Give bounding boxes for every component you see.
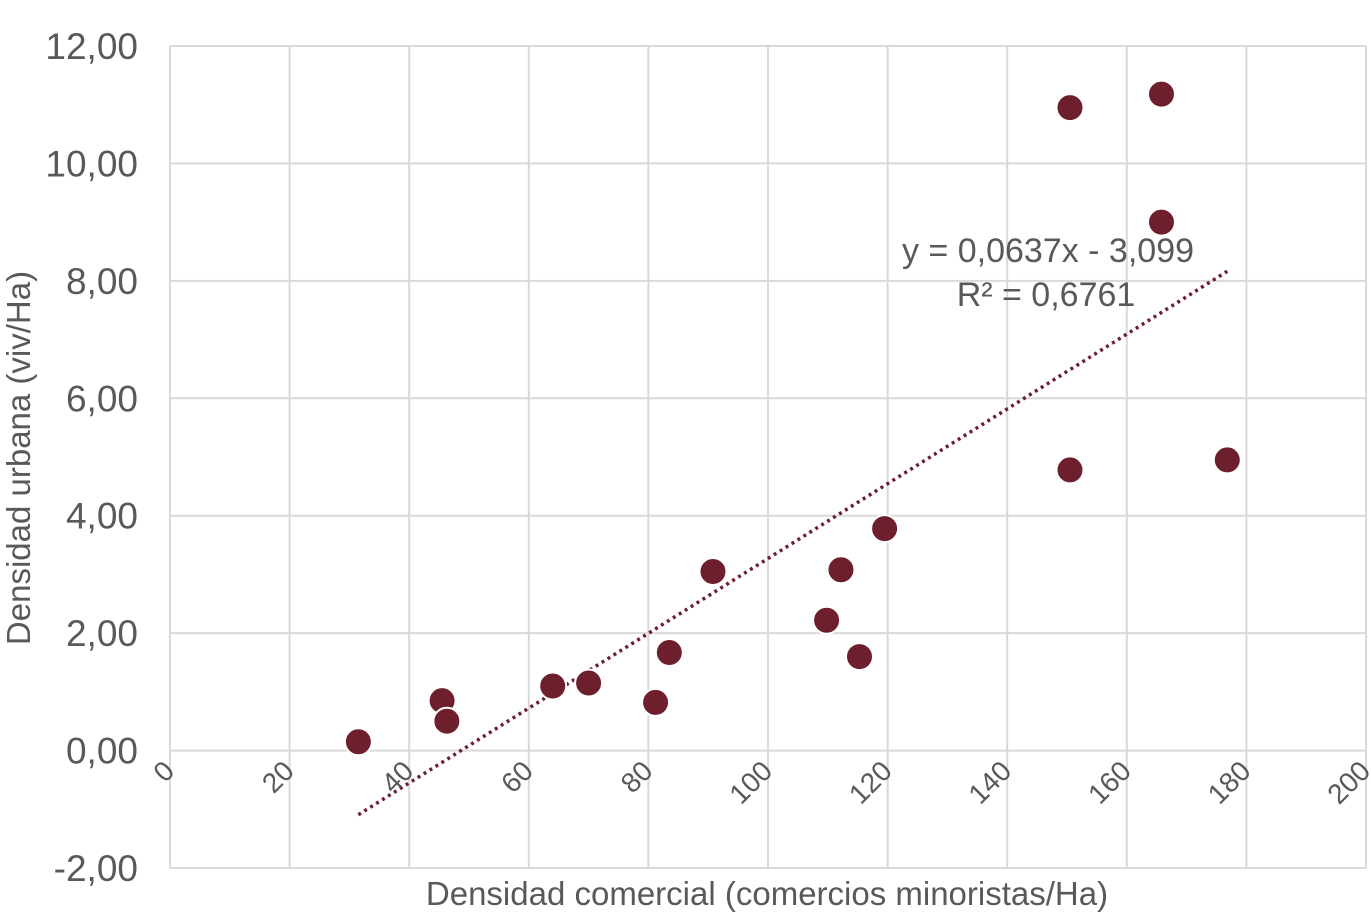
y-tick-label: 6,00 <box>66 378 138 419</box>
data-point <box>432 706 462 736</box>
trendline-r-squared: R² = 0,6761 <box>957 276 1136 314</box>
data-point <box>826 555 856 585</box>
y-tick-label: 4,00 <box>66 496 138 537</box>
x-tick-label: 20 <box>256 755 300 799</box>
x-tick-label: 60 <box>495 755 539 799</box>
x-tick-label: 80 <box>615 755 659 799</box>
y-axis-title: Densidad urbana (viv/Ha) <box>0 271 37 645</box>
data-point <box>538 671 568 701</box>
y-axis-ticks: -2,00 0,00 2,00 4,00 6,00 8,00 10,00 12,00 <box>45 26 138 889</box>
y-tick-label: 0,00 <box>66 731 138 772</box>
x-axis-title: Densidad comercial (comercios minoristas… <box>426 875 1108 912</box>
x-tick-label: 100 <box>723 755 778 810</box>
x-tick-label: 120 <box>843 755 898 810</box>
trendline <box>357 269 1229 817</box>
y-tick-label: 2,00 <box>66 613 138 654</box>
x-tick-label: 0 <box>147 755 180 788</box>
trendline-layer <box>357 269 1229 817</box>
x-axis-ticks: 0 20 40 60 80 100 120 140 160 180 200 <box>147 755 1371 810</box>
data-point <box>1146 79 1176 109</box>
x-tick-label: 200 <box>1321 755 1371 810</box>
data-point <box>1055 93 1085 123</box>
data-point <box>698 556 728 586</box>
x-tick-label: 180 <box>1202 755 1257 810</box>
x-tick-label: 40 <box>375 755 419 799</box>
grid-lines <box>169 45 1367 869</box>
x-tick-label: 140 <box>962 755 1017 810</box>
trendline-equation: y = 0,0637x - 3,099 <box>902 232 1194 270</box>
data-point <box>1055 455 1085 485</box>
data-point <box>1146 207 1176 237</box>
y-tick-label: -2,00 <box>54 848 138 889</box>
data-point <box>812 605 842 635</box>
x-tick-label: 160 <box>1082 755 1137 810</box>
data-point <box>654 638 684 668</box>
data-point <box>1212 445 1242 475</box>
y-tick-label: 12,00 <box>45 26 138 67</box>
data-point <box>641 687 671 717</box>
data-point <box>870 514 900 544</box>
data-point <box>343 727 373 757</box>
data-point <box>844 642 874 672</box>
y-tick-label: 10,00 <box>45 143 138 184</box>
data-points <box>343 79 1242 757</box>
y-tick-label: 8,00 <box>66 261 138 302</box>
data-point <box>574 668 604 698</box>
